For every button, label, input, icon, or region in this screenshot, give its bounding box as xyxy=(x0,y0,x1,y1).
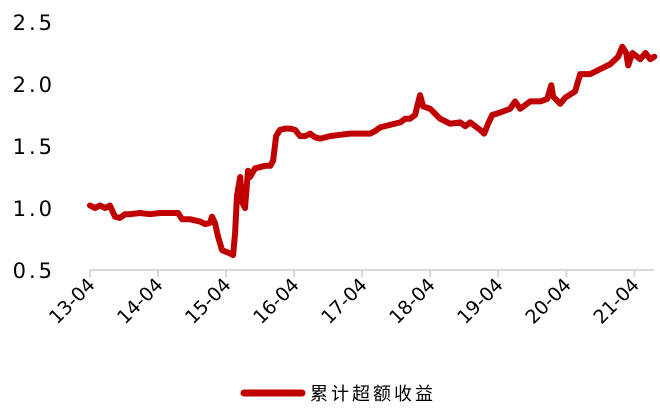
y-tick-label: 2.0 xyxy=(13,73,55,97)
x-tick-label: 14-04 xyxy=(113,274,168,329)
x-axis: 13-04 14-04 15-04 16-04 17-04 18-04 19-04 20-04… xyxy=(45,270,644,329)
series-line xyxy=(87,43,658,259)
y-axis: 0.5 1.0 1.5 2.0 2.5 xyxy=(13,11,55,283)
x-tick-label: 18-04 xyxy=(385,274,440,329)
legend: 累计超额收益 xyxy=(240,384,436,405)
y-tick-label: 1.0 xyxy=(13,197,55,221)
y-tick-label: 0.5 xyxy=(13,259,55,283)
y-tick-label: 1.5 xyxy=(13,135,55,159)
y-tick-label: 2.5 xyxy=(13,11,55,35)
x-tick-label: 19-04 xyxy=(453,274,508,329)
legend-label: 累计超额收益 xyxy=(310,384,436,405)
x-tick-label: 16-04 xyxy=(249,274,304,329)
x-tick-label: 21-04 xyxy=(589,274,644,329)
x-tick-label: 15-04 xyxy=(181,274,236,329)
x-tick-label: 17-04 xyxy=(317,274,372,329)
x-tick-label: 20-04 xyxy=(521,274,576,329)
series-group xyxy=(87,43,658,259)
